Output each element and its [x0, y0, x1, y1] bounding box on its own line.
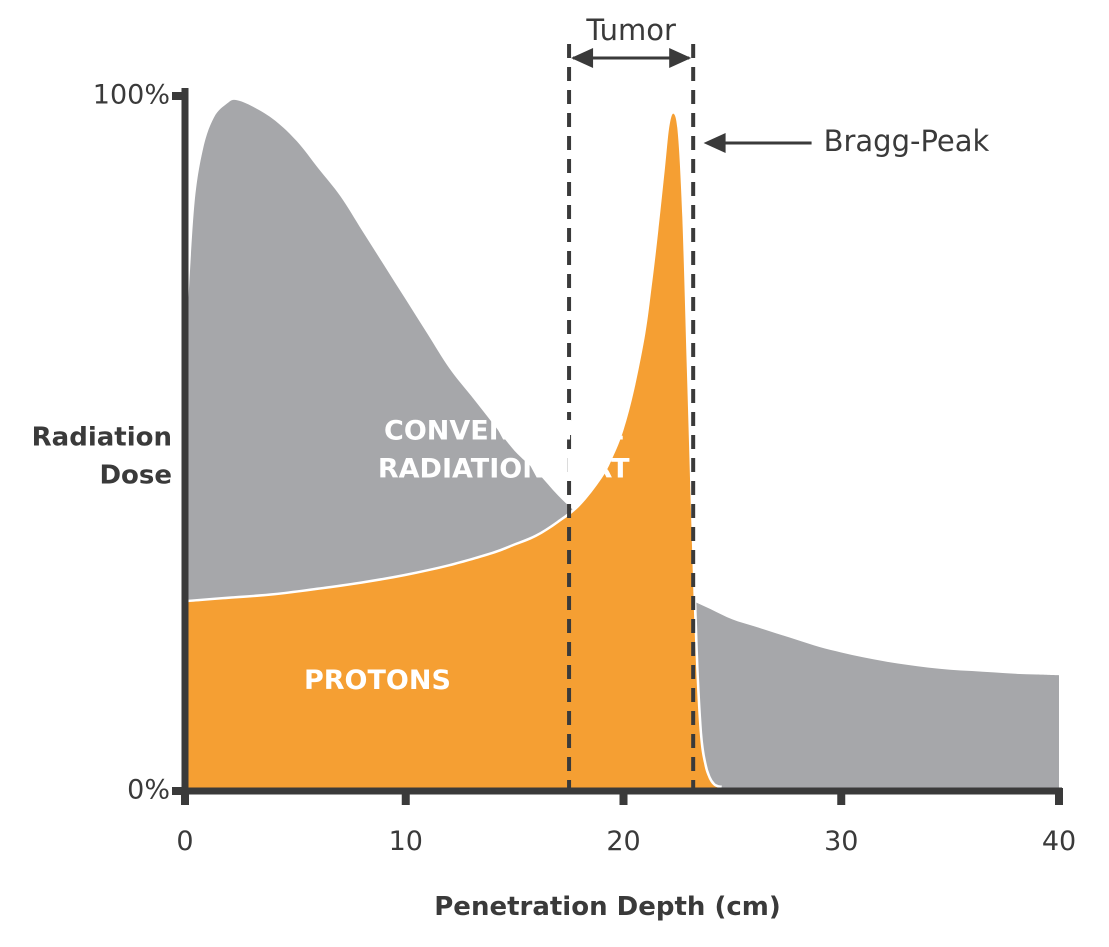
- series-area-front: [188, 113, 722, 788]
- x-tick-label-2: 20: [606, 826, 640, 857]
- x-tick-label-0: 0: [176, 826, 193, 857]
- y-tick-label-1: 100%: [93, 80, 170, 111]
- x-axis-title: Penetration Depth (cm): [434, 892, 780, 922]
- series-label-0-line-1: RADIATION/IMRT: [378, 453, 630, 484]
- x-tick-label-4: 40: [1042, 826, 1076, 857]
- bragg-peak-label: Bragg-Peak: [824, 124, 990, 158]
- x-tick-label-1: 10: [389, 826, 423, 857]
- tumor-label: Tumor: [585, 13, 676, 47]
- tumor-arrow-right-head: [669, 48, 692, 68]
- x-tick-label-3: 30: [824, 826, 858, 857]
- labels: CONVENTIONAL RADIATION/IMRT PROTONS Bragg-P…: [304, 124, 990, 696]
- y-axis-title-line-0: Radiation: [32, 423, 172, 453]
- y-axis-title-line-1: Dose: [99, 461, 172, 491]
- bragg-peak-arrow-head: [703, 133, 726, 153]
- axes: 0 10 20 30 40 0% 100% Penetration Depth (cm) Rad…: [32, 80, 1077, 923]
- tumor-arrow-left-head: [571, 48, 594, 68]
- series-label-0-line-0: CONVENTIONAL: [384, 415, 623, 446]
- tumor-annotation: Tumor: [567, 13, 696, 788]
- area-layer: [187, 99, 1059, 791]
- y-tick-label-0: 0%: [127, 775, 170, 806]
- series-label-1-line-0: PROTONS: [304, 665, 451, 696]
